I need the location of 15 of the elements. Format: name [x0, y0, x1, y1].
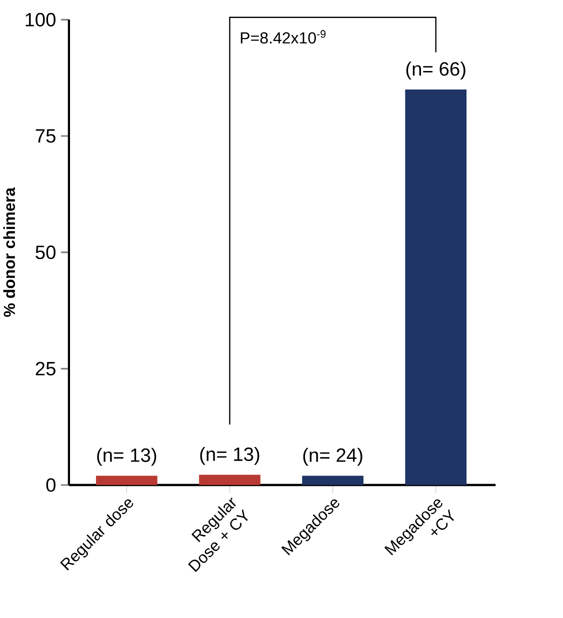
bar [405, 89, 467, 485]
bar [96, 476, 158, 485]
y-tick-label: 0 [46, 478, 56, 492]
annotation: (n= 13) [200, 446, 260, 465]
annotation: P=8.42x10$^{-9}$ [240, 30, 326, 44]
annotation: (n= 24) [303, 448, 362, 466]
y-tick-label: 100 [26, 12, 56, 26]
y-tick-label: 25 [36, 362, 56, 376]
y-tick-label: 50 [36, 246, 56, 260]
bar [302, 476, 364, 485]
annotation: (n= 66) [406, 62, 466, 80]
annotation: (n= 13) [97, 448, 156, 466]
y-axis-title: % donor chimera [3, 187, 16, 317]
y-tick-label: 75 [36, 129, 56, 143]
bar [199, 474, 260, 485]
